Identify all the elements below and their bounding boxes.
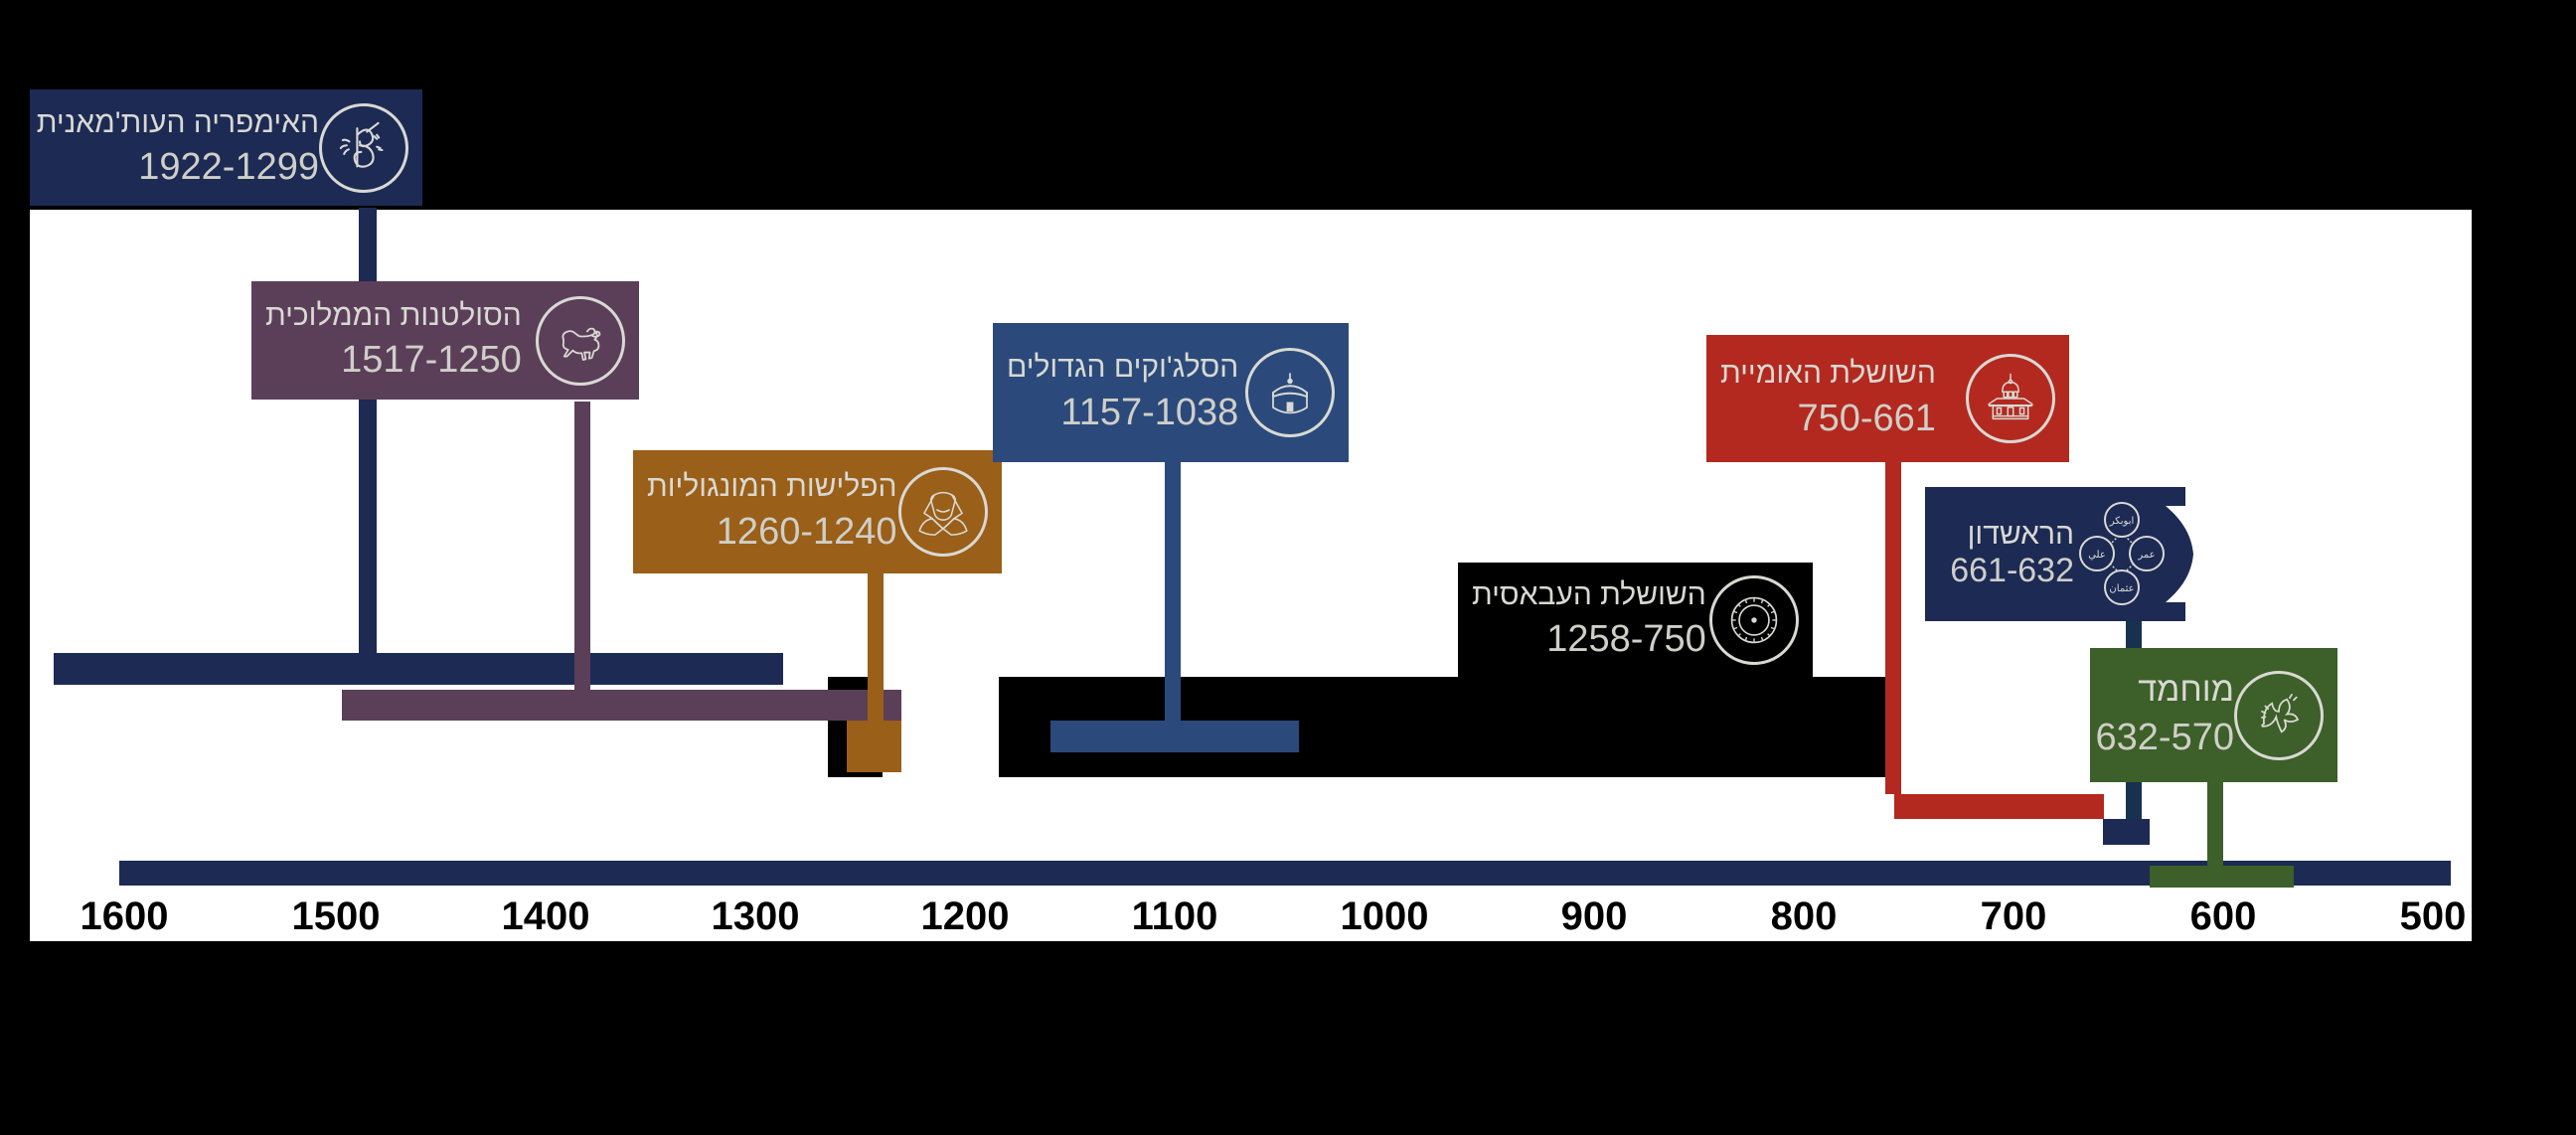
svg-text:عمر: عمر: [2137, 550, 2155, 561]
svg-text:ابوبكر: ابوبكر: [2109, 516, 2135, 527]
svg-text:عثمان: عثمان: [2109, 583, 2134, 594]
svg-text:علي: علي: [2088, 550, 2106, 561]
